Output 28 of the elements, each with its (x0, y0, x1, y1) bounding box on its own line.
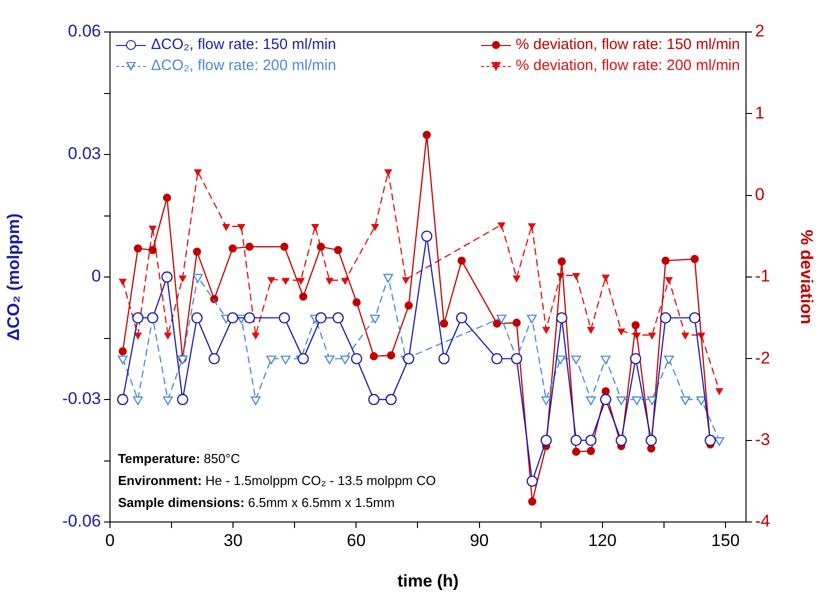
y-tick-label: -0.06 (62, 512, 101, 531)
y2-tick-label: 2 (755, 22, 764, 41)
x-tick-label: 90 (470, 530, 489, 550)
y-tick-label: 0.03 (68, 144, 101, 164)
y2-tick-label: -4 (755, 512, 770, 531)
annotation: Environment: He - 1.5molppm CO₂ - 13.5 molppm CO (118, 473, 436, 488)
annotation: Sample dimensions: 6.5mm x 6.5mm x 1.5mm (118, 495, 395, 510)
legend-label: % deviation, flow rate: 150 ml/min (516, 36, 740, 53)
x-tick-label: 0 (105, 530, 115, 550)
y2-tick-label: -2 (755, 348, 770, 368)
y2-tick-label: 1 (755, 103, 764, 122)
x-axis-title: time (h) (397, 571, 459, 590)
x-tick-label: 150 (711, 530, 740, 550)
y-tick-label: -0.03 (62, 389, 101, 408)
y-tick-label: 0 (92, 266, 101, 286)
x-tick-label: 120 (588, 530, 617, 550)
y-axis-title: ΔCO₂ (molppm) (4, 213, 23, 341)
y2-tick-label: -3 (755, 430, 770, 450)
legend-label: ΔCO₂, flow rate: 150 ml/min (151, 36, 336, 53)
x-tick-label: 60 (346, 530, 366, 550)
legend-label: ΔCO₂, flow rate: 200 ml/min (151, 57, 336, 74)
y2-axis-title: % deviation (797, 230, 816, 324)
annotation: Temperature: 850°C (118, 451, 240, 466)
legend-label: % deviation, flow rate: 200 ml/min (516, 57, 740, 74)
y2-tick-label: -1 (755, 266, 770, 286)
y2-tick-label: 0 (755, 185, 764, 204)
x-tick-label: 30 (224, 530, 243, 550)
y-tick-label: 0.06 (68, 22, 101, 41)
